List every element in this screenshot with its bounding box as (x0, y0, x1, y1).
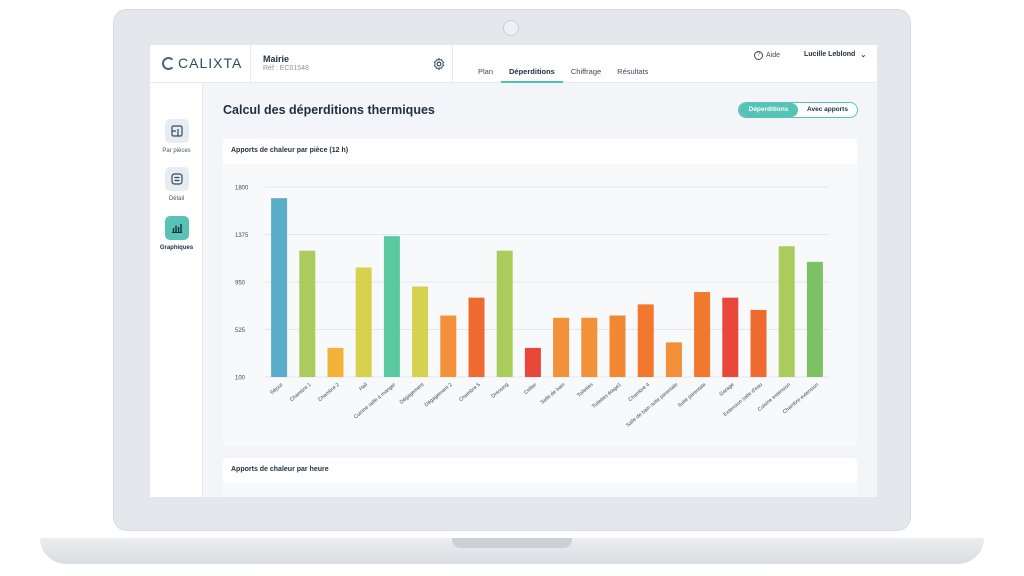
card-title: Apports de chaleur par heure (231, 466, 329, 473)
x-tick-label: Chambre 5 (458, 382, 482, 403)
bar (581, 317, 598, 377)
user-name: Lucille Leblond (804, 51, 856, 58)
x-tick-label: Cellier (523, 382, 538, 396)
logo-mark-icon (162, 56, 175, 70)
app-logo[interactable]: CALIXTA (162, 55, 242, 71)
sidebar-item-label: Par pièces (162, 148, 191, 154)
x-tick-label: Suite parentale (677, 382, 708, 409)
sidebar: Par pièces Détail Graphiques (150, 83, 203, 497)
sidebar-item-label: Détail (168, 196, 185, 202)
bar (355, 267, 372, 377)
sidebar-item-graphiques[interactable]: Graphiques (150, 216, 203, 251)
bar (778, 246, 795, 377)
y-tick-label: 525 (235, 328, 246, 334)
bar (609, 315, 626, 377)
x-tick-label: Salle de bain (540, 382, 567, 406)
bar (383, 236, 400, 377)
bar (496, 250, 513, 377)
header-divider (452, 45, 453, 83)
app-screen: CALIXTA Mairie Réf : EC01548 Plan Déperd… (150, 45, 877, 497)
x-tick-label: Séjour (269, 382, 285, 396)
x-tick-label: Chambre 4 (627, 382, 651, 403)
tab-resultats[interactable]: Résultats (617, 67, 649, 76)
bar (440, 315, 457, 377)
y-tick-label: 1375 (235, 233, 249, 239)
bar (665, 342, 682, 377)
chart-card-par-heure: Apports de chaleur par heure (223, 458, 857, 497)
laptop-notch (452, 538, 572, 548)
tab-deperditions[interactable]: Déperditions (501, 67, 563, 83)
x-tick-label: Chambre 2 (317, 382, 341, 403)
y-tick-label: 950 (235, 281, 246, 287)
help-icon: ? (754, 51, 763, 60)
x-tick-label: Chambre 1 (289, 382, 313, 403)
bar (694, 292, 711, 377)
page-title: Calcul des déperditions thermiques (223, 103, 435, 117)
header-divider (250, 45, 251, 83)
x-tick-label: Toilettes étage1 (591, 382, 623, 410)
view-toggle: Déperditions Avec apports (738, 102, 858, 118)
bar (722, 297, 739, 377)
help-link[interactable]: ? Aide (754, 51, 780, 60)
bar (806, 261, 823, 377)
bar-chart-icon (164, 216, 189, 240)
card-title: Apports de chaleur par pièce (12 h) (231, 147, 349, 154)
bar (637, 304, 654, 377)
top-header: CALIXTA Mairie Réf : EC01548 Plan Déperd… (150, 45, 877, 83)
bar (271, 198, 288, 377)
x-tick-label: Dégagement 2 (424, 382, 454, 409)
user-menu[interactable]: Lucille Leblond ⌄ (804, 51, 866, 59)
sidebar-item-par-pieces[interactable]: Par pièces (150, 119, 203, 154)
logo-text: CALIXTA (178, 55, 243, 71)
sidebar-item-label: Graphiques (159, 245, 194, 251)
bar (553, 317, 570, 377)
detail-list-icon (164, 167, 189, 191)
tab-plan[interactable]: Plan (478, 67, 494, 76)
x-tick-label: Salle de bain suite parentale (625, 382, 679, 429)
chart-area (223, 483, 857, 497)
bar (524, 347, 541, 377)
main-tabs: Plan Déperditions Chiffrage Résultats (470, 67, 656, 83)
x-tick-label: Dégagement (399, 382, 426, 406)
chart-area: 100 525 950 1375 1800 Séjour Chambre 1 Chambre … (223, 164, 857, 446)
bar (750, 309, 767, 377)
sidebar-item-detail[interactable]: Détail (150, 167, 203, 202)
y-tick-label: 100 (235, 376, 246, 382)
x-tick-label: Dressing (490, 382, 510, 400)
bar (327, 347, 344, 377)
project-ref: Réf : EC01548 (263, 65, 309, 72)
x-tick-label: Toilettes (576, 382, 595, 399)
toggle-avec-apports[interactable]: Avec apports (807, 106, 848, 113)
bar (412, 286, 429, 377)
project-info: Mairie Réf : EC01548 (263, 54, 309, 72)
x-tick-label: Hall (358, 382, 369, 392)
help-label: Aide (766, 52, 781, 59)
bar (468, 297, 485, 377)
gear-icon[interactable] (432, 57, 446, 71)
x-tick-label: Garage (718, 382, 735, 398)
project-name: Mairie (263, 54, 290, 64)
chevron-down-icon: ⌄ (860, 52, 867, 59)
bar (299, 250, 316, 377)
toggle-deperditions[interactable]: Déperditions (739, 103, 798, 117)
webcam-icon (503, 20, 519, 36)
layout-icon (164, 119, 189, 143)
chart-card-par-piece: Apports de chaleur par pièce (12 h) 100 5… (223, 139, 857, 446)
y-tick-label: 1800 (235, 186, 249, 192)
tab-chiffrage[interactable]: Chiffrage (570, 67, 602, 76)
